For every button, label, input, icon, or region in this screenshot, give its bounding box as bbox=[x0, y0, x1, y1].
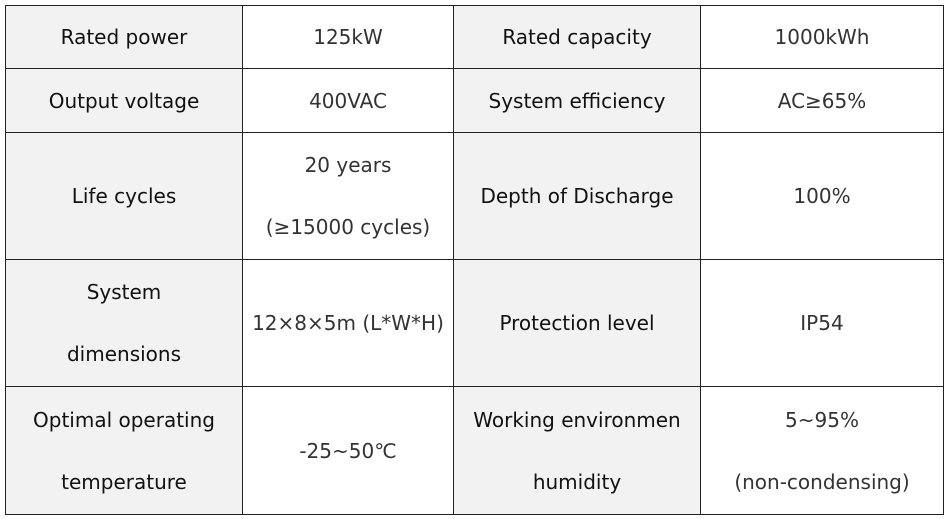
value-cell: 1000kWh bbox=[700, 5, 944, 69]
cell-text: -25~50℃ bbox=[299, 438, 397, 463]
value-cell: IP54 bbox=[700, 259, 944, 387]
label-cell: Output voltage bbox=[5, 68, 243, 133]
cell-text: Depth of Discharge bbox=[480, 184, 674, 208]
label-cell: Depth of Discharge bbox=[453, 132, 701, 260]
value-cell: 5~95% (non-condensing) bbox=[700, 386, 944, 515]
cell-text: AC≥65% bbox=[777, 88, 867, 113]
label-cell: Rated power bbox=[5, 5, 243, 69]
cell-text: (non-condensing) bbox=[734, 469, 910, 494]
label-cell: Working environmen humidity bbox=[453, 386, 701, 515]
cell-text: Protection level bbox=[499, 311, 655, 335]
cell-text: System bbox=[86, 280, 162, 304]
cell-text: IP54 bbox=[800, 311, 844, 335]
cell-text: Life cycles bbox=[71, 184, 177, 208]
cell-text: temperature bbox=[61, 469, 187, 494]
value-cell: 20 years (≥15000 cycles) bbox=[242, 132, 454, 260]
cell-text: Rated capacity bbox=[502, 25, 652, 49]
value-cell: -25~50℃ bbox=[242, 386, 454, 515]
cell-text: humidity bbox=[532, 469, 622, 494]
cell-text: dimensions bbox=[66, 342, 182, 366]
cell-text: 1000kWh bbox=[774, 25, 870, 49]
value-cell: 12×8×5m (L*W*H) bbox=[242, 259, 454, 387]
cell-text: Output voltage bbox=[48, 88, 200, 113]
cell-text: 100% bbox=[793, 184, 851, 208]
cell-text: System efficiency bbox=[488, 88, 666, 113]
cell-text: 5~95% bbox=[785, 407, 859, 432]
label-cell: Life cycles bbox=[5, 132, 243, 260]
label-cell: Rated capacity bbox=[453, 5, 701, 69]
value-cell: 400VAC bbox=[242, 68, 454, 133]
label-cell: Optimal operating temperature bbox=[5, 386, 243, 515]
cell-text: Optimal operating bbox=[33, 407, 215, 432]
value-cell: 100% bbox=[700, 132, 944, 260]
value-cell: 125kW bbox=[242, 5, 454, 69]
cell-text: 125kW bbox=[313, 25, 383, 49]
cell-text: 12×8×5m (L*W*H) bbox=[252, 311, 444, 335]
cell-text: 20 years bbox=[304, 153, 392, 177]
cell-text: (≥15000 cycles) bbox=[265, 215, 431, 239]
cell-text: Working environmen bbox=[473, 407, 681, 432]
label-cell: System dimensions bbox=[5, 259, 243, 387]
cell-text: 400VAC bbox=[309, 88, 387, 113]
label-cell: Protection level bbox=[453, 259, 701, 387]
cell-text: Rated power bbox=[60, 25, 188, 49]
value-cell: AC≥65% bbox=[700, 68, 944, 133]
label-cell: System efficiency bbox=[453, 68, 701, 133]
